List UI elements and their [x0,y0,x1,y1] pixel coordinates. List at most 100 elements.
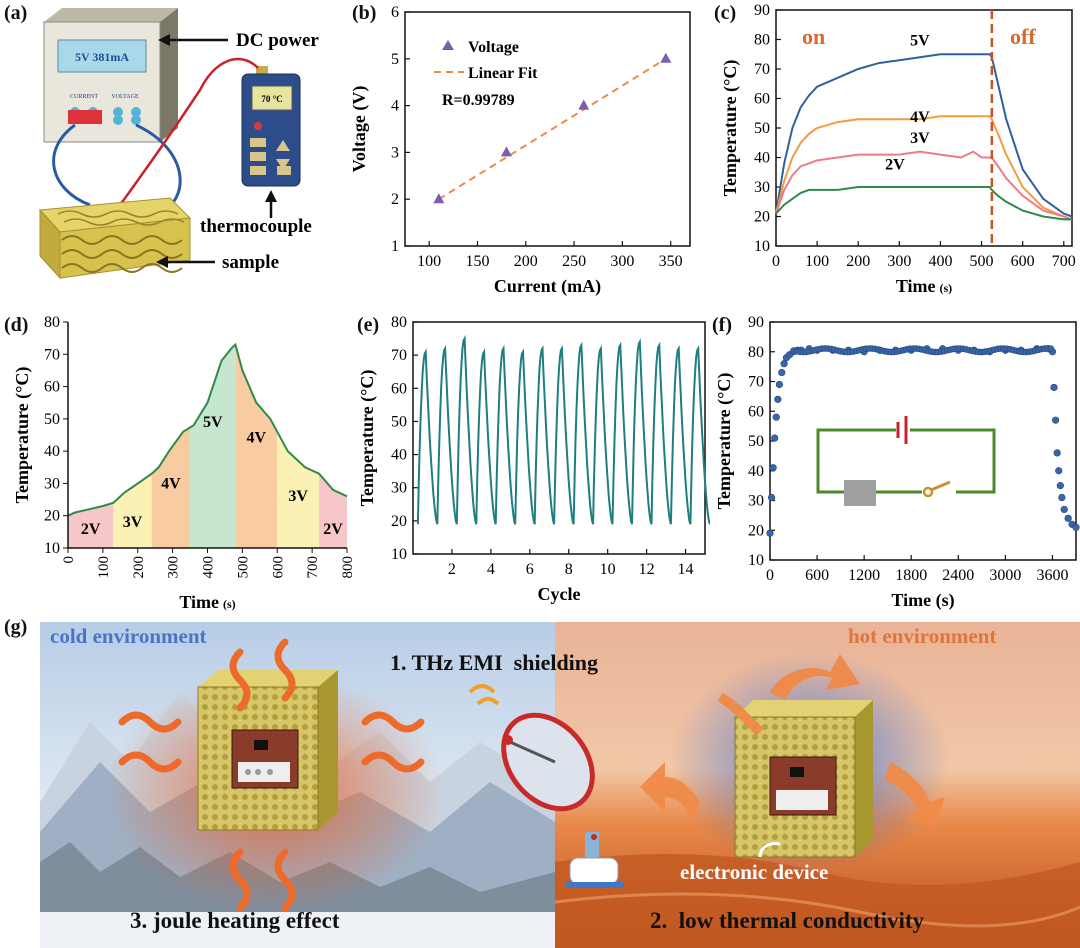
voltage-text: VOLTAGE [111,94,139,100]
power-display-text: 5V 381mA [75,50,129,64]
x-tick-label: 2400 [942,567,974,584]
panel-label-a: (a) [4,2,28,24]
y-tick-label: 6 [391,4,399,21]
series-label-3V: 3V [910,130,930,147]
panel-c: (c) 0 100 200 300 400 500 600 700 10 20 30 40 50 60 70… [712,0,1080,310]
y-tick-label: 10 [754,238,770,255]
y-tick-label: 10 [748,552,764,569]
y-tick-label: 30 [44,475,60,492]
chart-b-svg: 100 150 200 250 300 350 1 2 3 4 5 6 Current (mA) Volt… [349,4,691,297]
y-tick-label: 90 [748,314,764,331]
chart-c-svg: 0 100 200 300 400 500 600 700 10 20 30 40 50 60 70 80 90… [720,2,1076,296]
y-tick-label: 40 [748,463,764,480]
cold-sample-cube [197,670,338,831]
x-tick-label: 300 [166,556,182,579]
r-value-annotation: R=0.99789 [442,92,515,109]
x-tick-label: 14 [678,561,694,578]
temperature-point [1064,514,1072,522]
y-axis-label: Temperature (°C) [714,373,735,510]
voltage-point [500,146,512,157]
y-tick-label: 70 [754,61,770,78]
voltage-point [433,193,445,204]
x-axis-unit: (s) [940,281,953,295]
switch-icon [922,486,934,498]
x-axis-label: Current (mA) [494,276,601,297]
x-tick-label: 3000 [989,567,1021,584]
y-tick-label: 60 [44,379,60,396]
x-tick-label: 200 [131,556,147,579]
series-label-5V: 5V [910,32,930,49]
temperature-point [767,493,776,502]
scene-svg [40,622,1080,948]
panel-label-b: (b) [352,2,377,24]
y-tick-label: 50 [391,413,407,430]
temperature-point [778,368,786,377]
thermometer-device: 70 °C [241,66,301,187]
y-tick-label: 40 [44,443,60,460]
band-3V [277,431,320,548]
x-axis-label: Time (s) [179,592,235,612]
x-axis-label: Cycle [538,584,581,604]
off-label: off [1010,24,1036,49]
thz-antenna-icon [468,684,624,888]
plot-frame [412,321,706,555]
y-tick-label: 4 [391,98,399,115]
x-axis-label: Time (s) [896,276,952,296]
heat-wave-icons [118,638,425,912]
x-tick-label: 600 [1011,253,1035,270]
sample-lattice [38,197,192,280]
temperature-point [1047,345,1055,353]
panel-a: (a) 5V 381mA CURRENT VOLTAGE DC power 70… [0,0,360,300]
x-tick-label: 600 [805,567,829,584]
panel-label-f: (f) [712,314,732,336]
y-tick-label: 30 [754,179,770,196]
series-line-3V [775,150,1073,221]
joule-heating-label: 3. joule heating effect [130,908,340,933]
y-tick-label: 30 [391,480,407,497]
x-tick-label: 350 [659,253,683,270]
temperature-point [1055,467,1063,475]
chart-d-svg: 2V 3V 4V 5V 4V 3V 2V 0 100 200 300 400 500 600 700 800 1… [12,314,356,612]
dc-power-label: DC power [236,30,319,51]
y-tick-label: 20 [44,508,60,525]
x-tick-label: 100 [96,556,112,579]
panel-g: (g) [0,612,1080,948]
y-tick-label: 80 [748,344,764,361]
series-line-2V [775,186,1072,221]
x-tick-label: 700 [305,556,321,579]
series-line-5V [775,53,1073,218]
meter-reading: 70 °C [261,94,282,104]
temperature-point [1060,505,1068,514]
x-tick-label: 100 [805,253,829,270]
panel-label-g: (g) [4,616,28,638]
panel-label-c: (c) [714,2,737,24]
y-tick-label: 60 [748,403,764,420]
low-thermal-conductivity-label: 2. low thermal conductivity [650,908,925,933]
temperature-point [774,395,782,403]
hot-sample-cube [734,700,873,858]
voltage-point [660,52,672,63]
x-tick-label: 150 [465,253,489,270]
hot-environment-label: hot environment [848,624,997,648]
x-tick-label: 6 [526,561,534,578]
x-tick-label: 8 [565,561,573,578]
y-tick-label: 60 [754,91,770,108]
temperature-point [1050,383,1058,392]
x-tick-label: 0 [772,253,780,270]
y-axis-label: Temperature (°C) [12,367,33,504]
y-tick-label: 5 [391,51,399,68]
y-tick-label: 80 [754,32,770,49]
x-tick-label: 10 [600,561,616,578]
x-tick-label: 100 [417,253,441,270]
plot-frame [404,11,691,247]
band-label-3V: 3V [123,514,143,531]
cycle-line [416,334,711,525]
temperature-point [1052,416,1060,424]
panel-f: (f) 0 600 1200 1800 2400 3000 3600 10 20 30 40 50 60… [710,312,1080,612]
x-tick-label: 400 [201,556,217,579]
x-tick-label: 400 [928,253,952,270]
temperature-point [766,529,774,537]
y-tick-label: 90 [754,2,770,19]
temperature-point [1056,482,1064,490]
temperature-line [67,342,348,517]
